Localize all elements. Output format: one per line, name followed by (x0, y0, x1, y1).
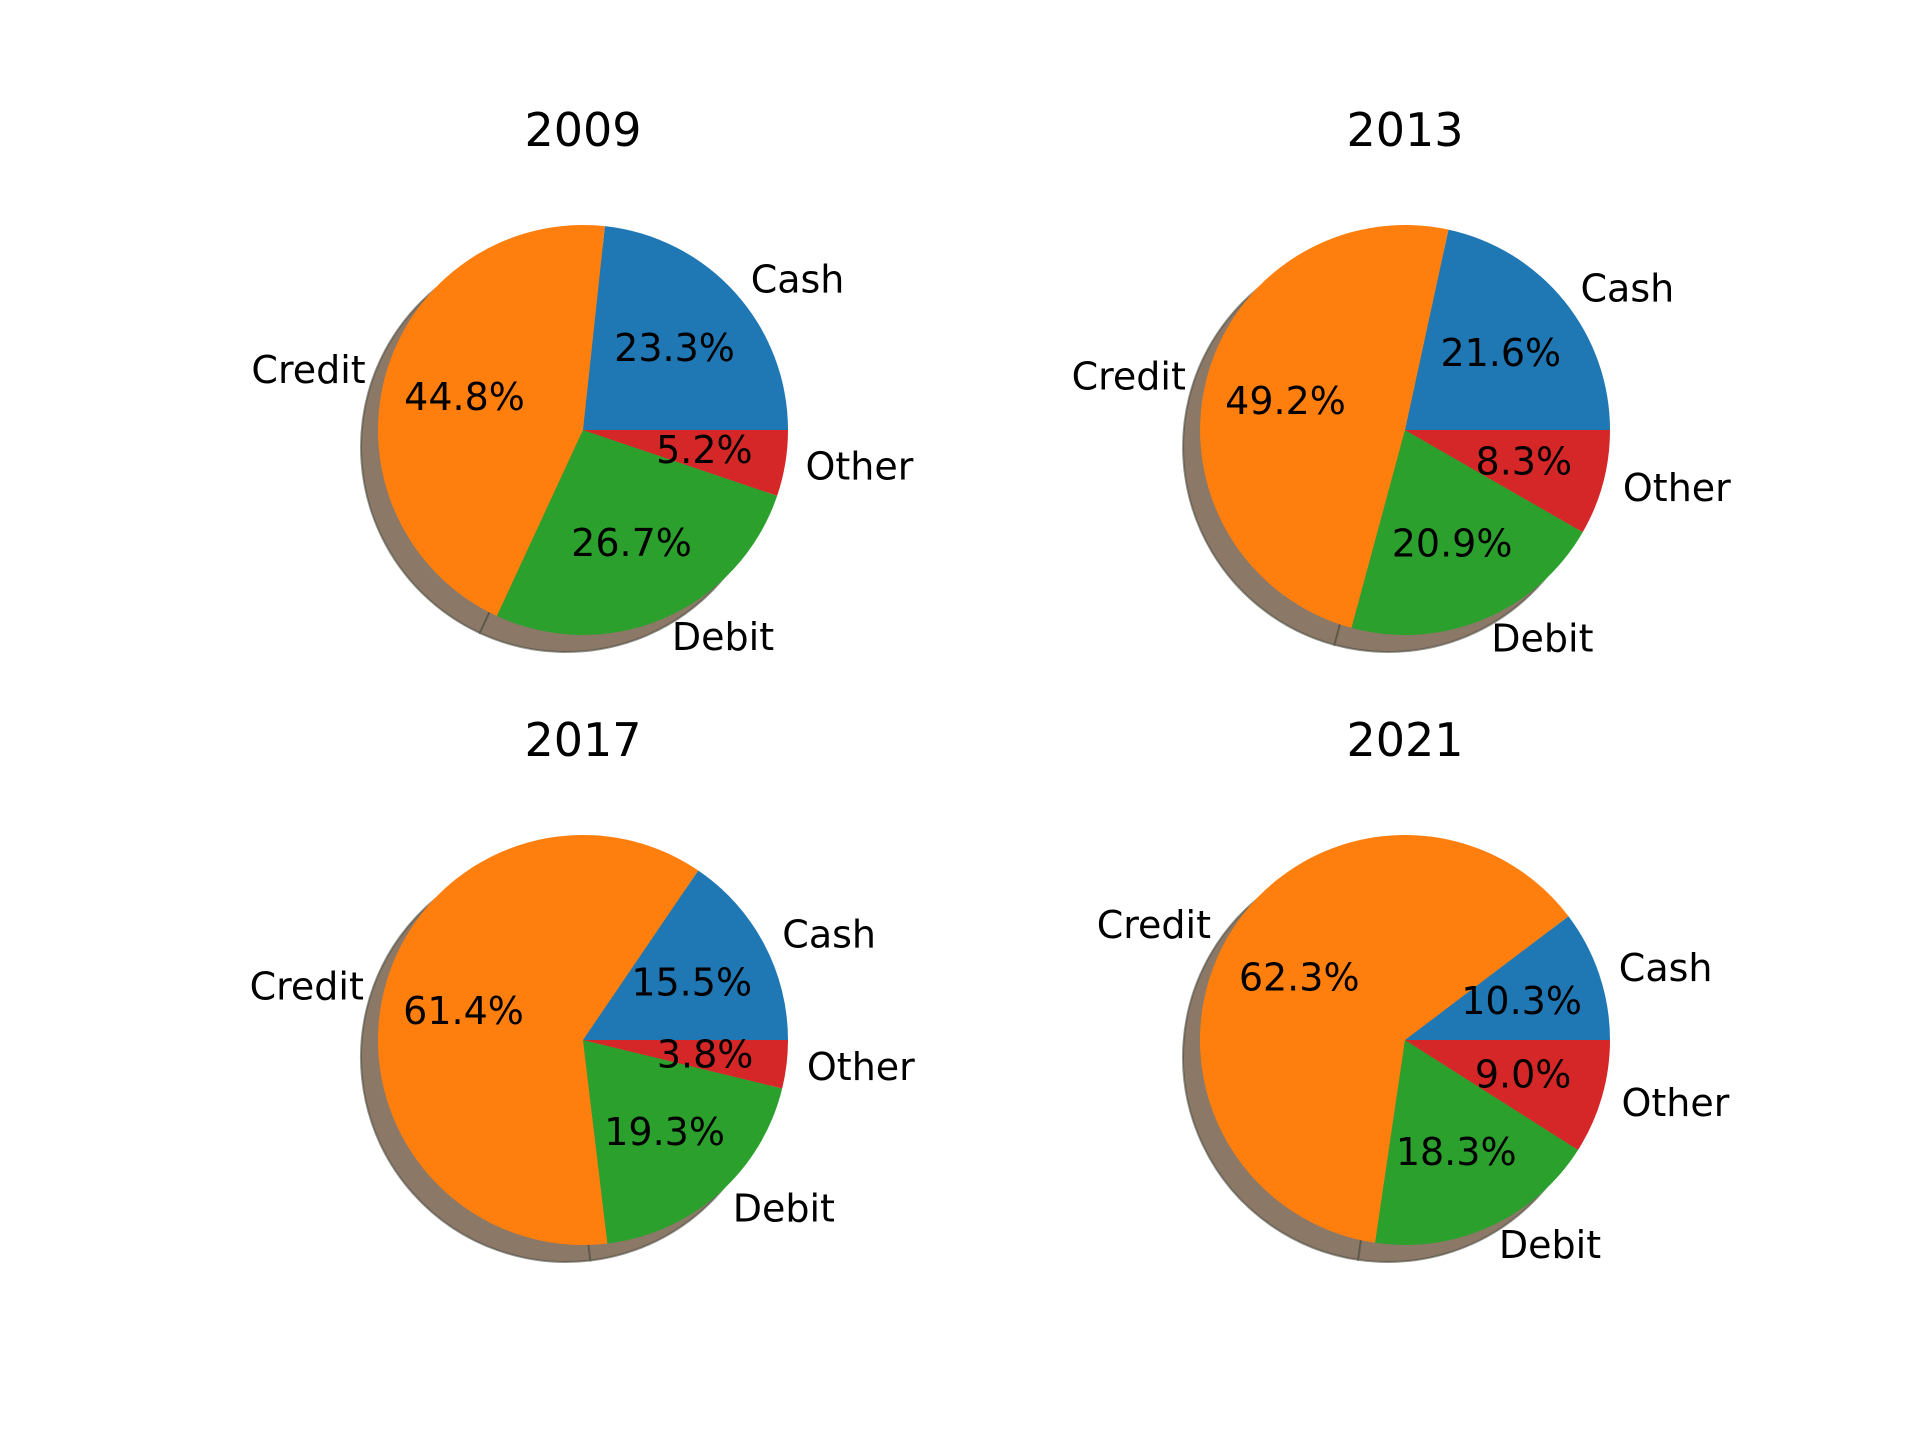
category-label-other: Other (807, 1045, 915, 1089)
pie-chart-2013: Cash 21.6% Credit 49.2% Debit 20.9% Other 8.3% 2… (1072, 103, 1732, 660)
percent-label-cash: 21.6% (1440, 331, 1561, 375)
pie-wedge-debit (496, 430, 778, 635)
category-label-other: Other (806, 445, 914, 489)
pie-wedge-debit (1351, 430, 1583, 635)
pie-charts-group: Cash 23.3% Credit 44.8% Debit 26.7% Other 5.2% 2… (250, 103, 1732, 1267)
category-label-cash: Cash (751, 257, 845, 301)
category-label-debit: Debit (733, 1187, 835, 1231)
pie-wedge-debit (583, 1040, 783, 1244)
pie-wedge-credit (377, 834, 699, 1245)
percent-label-debit: 19.3% (604, 1110, 725, 1154)
pie-wedge-other (583, 1040, 788, 1089)
pie-wedge-credit (1200, 834, 1569, 1243)
category-label-cash: Cash (1581, 267, 1675, 311)
category-label-credit: Credit (1072, 355, 1186, 399)
chart-title: 2021 (1346, 713, 1463, 767)
percent-label-other: 9.0% (1475, 1052, 1572, 1096)
percent-label-debit: 20.9% (1392, 522, 1513, 566)
percent-label-credit: 44.8% (404, 375, 525, 419)
pie-wedge-other (1405, 430, 1610, 533)
pie-wedge-cash (583, 226, 788, 430)
percent-label-other: 8.3% (1476, 440, 1573, 484)
percent-label-credit: 49.2% (1225, 379, 1346, 423)
percent-label-other: 5.2% (656, 428, 753, 472)
category-label-other: Other (1623, 466, 1731, 510)
category-label-credit: Credit (250, 965, 364, 1009)
pie-wedge-debit (1375, 1040, 1579, 1245)
chart-title: 2017 (524, 713, 641, 767)
chart-title: 2009 (524, 103, 641, 157)
category-label-debit: Debit (672, 615, 774, 659)
percent-label-credit: 61.4% (403, 989, 524, 1033)
percent-label-debit: 18.3% (1396, 1130, 1517, 1174)
category-label-debit: Debit (1491, 616, 1593, 660)
category-label-other: Other (1622, 1081, 1730, 1125)
percent-label-cash: 23.3% (614, 326, 735, 370)
percent-label-cash: 15.5% (631, 960, 752, 1004)
pie-wedge-cash (1405, 229, 1610, 430)
category-label-credit: Credit (1097, 903, 1211, 947)
pie-wedge-cash (583, 870, 788, 1040)
percent-label-other: 3.8% (657, 1033, 754, 1077)
category-label-debit: Debit (1499, 1223, 1601, 1267)
pie-wedge-cash (1405, 916, 1610, 1040)
category-label-cash: Cash (1619, 946, 1713, 990)
category-label-credit: Credit (251, 348, 365, 392)
percent-label-credit: 62.3% (1239, 955, 1360, 999)
chart-title: 2013 (1346, 103, 1463, 157)
pie-wedge-credit (378, 225, 605, 617)
pie-wedge-other (583, 430, 788, 496)
pie-wedge-credit (1200, 225, 1449, 628)
percent-label-cash: 10.3% (1461, 979, 1582, 1023)
pie-chart-2021: Cash 10.3% Credit 62.3% Debit 18.3% Other 9.0% 2… (1097, 713, 1730, 1267)
pie-wedge-other (1405, 1040, 1610, 1150)
percent-label-debit: 26.7% (571, 521, 692, 565)
pie-chart-2009: Cash 23.3% Credit 44.8% Debit 26.7% Other 5.2% 2… (251, 103, 913, 659)
category-label-cash: Cash (782, 913, 876, 957)
